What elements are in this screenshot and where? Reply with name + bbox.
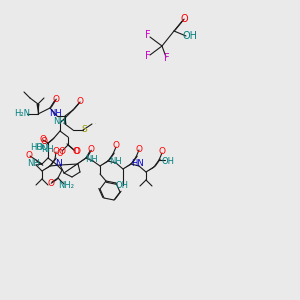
Text: O: O [74, 148, 80, 157]
Polygon shape [64, 116, 67, 124]
Polygon shape [64, 157, 87, 173]
Text: O: O [57, 148, 63, 158]
Text: O: O [58, 148, 65, 157]
Text: OH: OH [116, 182, 128, 190]
Polygon shape [37, 104, 40, 114]
Text: O: O [158, 148, 166, 157]
Text: N: N [56, 158, 62, 167]
Text: O: O [88, 146, 94, 154]
Text: OH: OH [182, 31, 197, 41]
Text: O: O [136, 145, 142, 154]
Polygon shape [123, 163, 132, 169]
Text: O: O [40, 136, 47, 146]
Text: NH: NH [50, 110, 62, 118]
Text: S: S [94, 122, 95, 124]
Text: HO: HO [31, 143, 44, 152]
Text: OH: OH [161, 157, 175, 166]
Polygon shape [42, 165, 51, 171]
Text: F: F [145, 51, 151, 61]
Polygon shape [41, 158, 48, 165]
Text: NH: NH [52, 118, 65, 127]
Text: NH: NH [28, 160, 40, 169]
Text: HO: HO [35, 143, 49, 152]
Polygon shape [100, 160, 109, 166]
Polygon shape [146, 166, 155, 172]
Text: O: O [73, 148, 80, 157]
Text: O: O [26, 151, 32, 160]
Text: NH: NH [109, 157, 122, 166]
Text: O: O [52, 94, 59, 103]
Text: F: F [145, 30, 151, 40]
Text: S: S [81, 125, 87, 134]
Text: HN: HN [132, 160, 144, 169]
Text: NH₂: NH₂ [58, 181, 74, 190]
Text: F: F [164, 53, 170, 63]
Text: O: O [40, 134, 46, 143]
Text: NH: NH [40, 145, 53, 154]
Text: NH: NH [85, 154, 98, 164]
Text: O: O [180, 14, 188, 24]
Text: O: O [52, 146, 59, 155]
Text: O: O [112, 142, 119, 151]
Text: O: O [76, 98, 83, 106]
Text: O: O [47, 178, 55, 188]
Polygon shape [53, 131, 60, 139]
Text: H₂N: H₂N [14, 109, 30, 118]
